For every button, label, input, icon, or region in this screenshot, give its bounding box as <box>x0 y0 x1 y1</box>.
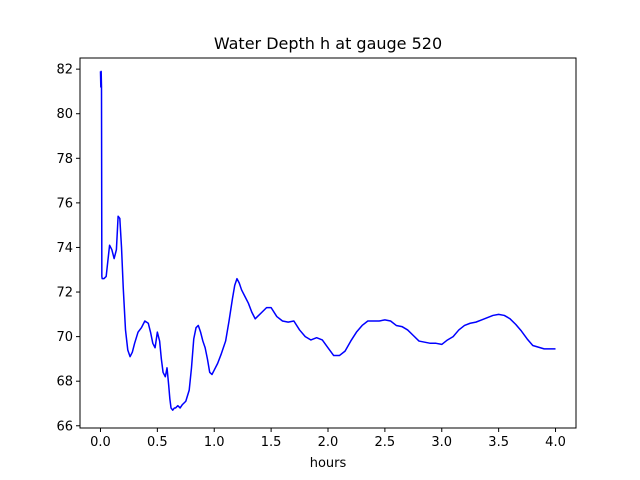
y-tick-label: 76 <box>56 196 73 211</box>
x-tick-label: 2.5 <box>375 435 396 450</box>
y-tick-label: 82 <box>56 63 73 78</box>
y-tick-label: 68 <box>56 375 73 390</box>
x-tick-label: 3.5 <box>488 435 509 450</box>
x-tick-label: 4.0 <box>545 435 566 450</box>
x-tick-label: 3.0 <box>431 435 452 450</box>
y-tick-label: 70 <box>56 330 73 345</box>
series-line <box>99 70 556 411</box>
chart-title: Water Depth h at gauge 520 <box>214 34 442 53</box>
y-tick-label: 78 <box>56 152 73 167</box>
x-tick-label: 1.5 <box>261 435 282 450</box>
x-tick-label: 1.0 <box>204 435 225 450</box>
x-axis-label: hours <box>310 456 347 471</box>
y-axis-ticks: 66 68 70 72 74 76 78 80 82 <box>56 63 80 434</box>
y-tick-label: 72 <box>56 286 73 301</box>
plot-frame <box>79 57 577 429</box>
y-tick-label: 74 <box>56 241 73 256</box>
x-axis-ticks: 0.0 0.5 1.0 1.5 2.0 2.5 3.0 3.5 4.0 <box>90 428 566 450</box>
x-tick-label: 0.0 <box>90 435 111 450</box>
y-tick-label: 66 <box>56 419 73 434</box>
x-tick-label: 0.5 <box>147 435 168 450</box>
x-tick-label: 2.0 <box>318 435 339 450</box>
y-tick-label: 80 <box>56 107 73 122</box>
plot-area <box>80 58 576 428</box>
